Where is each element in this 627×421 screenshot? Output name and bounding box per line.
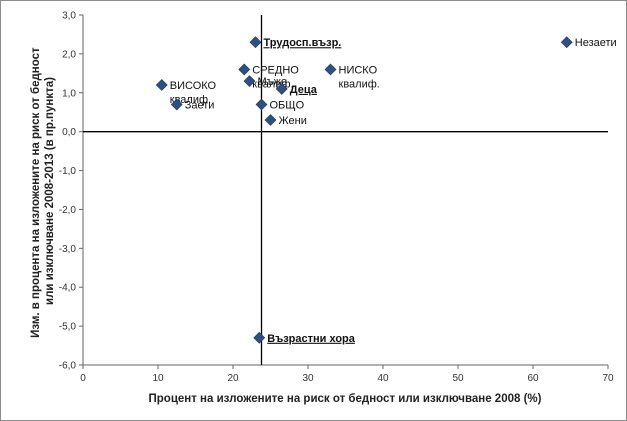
x-tick-label: 60: [527, 373, 539, 384]
point-label: ОБЩО: [270, 99, 305, 111]
data-point: [264, 114, 277, 126]
data-point: [249, 36, 262, 49]
point-label: Възрастни хора: [267, 333, 356, 345]
y-tick-label: -2,0: [59, 205, 77, 216]
points-group: Трудосп.възр.СРЕДНО квалиф.ВИСОКО квалиф.М…: [155, 36, 617, 345]
data-point: [238, 63, 251, 76]
point-label: Заети: [185, 99, 215, 111]
x-tick-label: 30: [302, 373, 314, 384]
y-tick-label: -4,0: [59, 283, 77, 294]
data-point: [155, 79, 168, 91]
y-axis-title-line-2: или изключване 2008-2013 (в пр.пункта): [44, 77, 56, 305]
x-tick-label: 20: [227, 373, 239, 384]
data-point: [275, 82, 288, 95]
y-axis-title: Изм. в процента на изложените на риск от…: [30, 44, 56, 338]
x-tick-label: 50: [452, 373, 464, 384]
y-tick-label: 2,0: [62, 49, 76, 60]
point-label: НИСКО квалиф.: [339, 64, 380, 90]
data-point: [324, 63, 337, 76]
y-axis-title-line-1: Изм. в процента на изложените на риск от…: [30, 47, 42, 338]
y-tick-label: 1,0: [62, 88, 76, 99]
data-point: [253, 331, 266, 344]
data-point: [170, 98, 183, 111]
y-tick-label: -5,0: [59, 322, 77, 333]
x-tick-label: 70: [602, 373, 614, 384]
x-tick-label: 0: [80, 373, 86, 384]
y-tick-label: -6,0: [59, 361, 77, 372]
axes-group: -6,0 -5,0 -4,0 -3,0 -2,0 -1,0 0,0 1,0 2,0 3,0 0 10 2…: [59, 11, 614, 385]
y-tick-label: -3,0: [59, 244, 77, 255]
y-tick-label: -1,0: [59, 166, 77, 177]
y-tick-label: 0,0: [62, 127, 76, 138]
x-tick-label: 40: [377, 373, 389, 384]
point-label: Деца: [290, 84, 318, 96]
data-point: [255, 98, 268, 111]
point-label: Трудосп.възр.: [264, 37, 342, 49]
point-label: Незаети: [575, 37, 617, 49]
x-tick-label: 10: [152, 373, 164, 384]
data-point: [243, 75, 256, 88]
y-tick-label: 3,0: [62, 11, 76, 22]
data-point: [560, 36, 573, 49]
point-label: Жени: [279, 115, 307, 127]
x-axis-title: Процент на изложените на риск от бедност…: [149, 393, 542, 405]
